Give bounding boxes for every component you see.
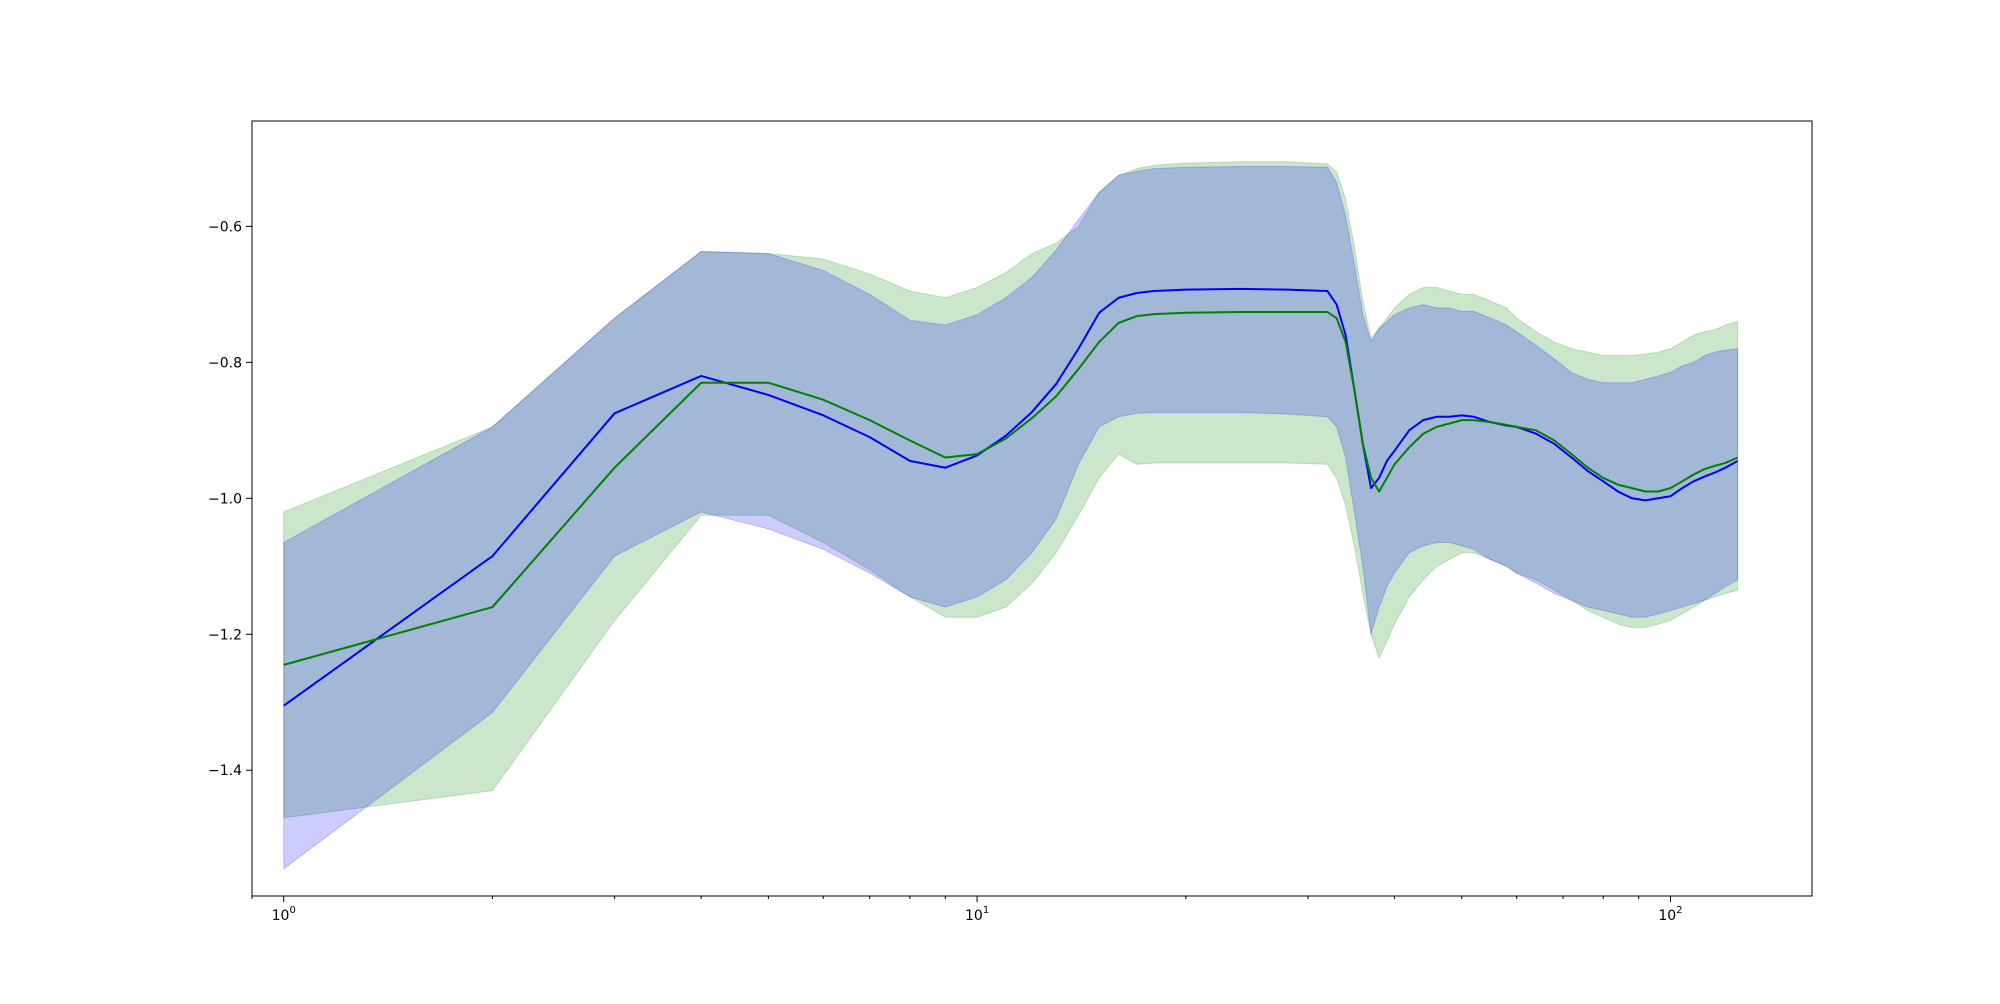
bands-layer [283, 161, 1739, 870]
y-tick-label: −1.0 [208, 491, 242, 507]
ticks-layer: −1.4 −1.2 −1.0 −0.8 −0.6 100 101 102 [208, 219, 1683, 924]
x-tick-label: 101 [965, 905, 989, 924]
y-tick-label: −0.6 [208, 219, 242, 235]
y-tick-label: −1.4 [208, 763, 242, 779]
plot-frame [251, 120, 1813, 897]
confidence-band-0 [283, 166, 1739, 870]
y-tick-label: −0.8 [208, 355, 242, 371]
confidence-band-1 [283, 161, 1739, 819]
x-tick-label: 100 [272, 905, 296, 924]
y-tick-label: −1.2 [208, 627, 242, 643]
lines-layer [283, 287, 1739, 707]
series-line-0 [283, 287, 1739, 707]
series-line-1 [283, 311, 1739, 666]
x-tick-label: 102 [1658, 905, 1682, 924]
